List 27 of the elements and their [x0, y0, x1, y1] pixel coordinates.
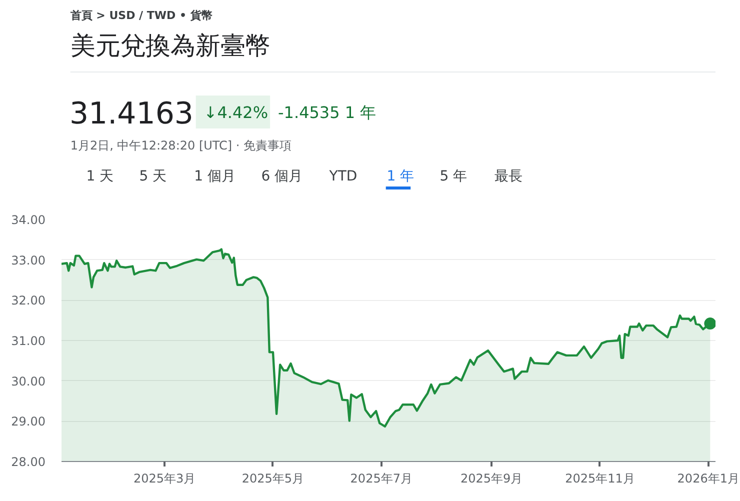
- text: YTD: [328, 168, 358, 184]
- x-tick-label: 2025年7月: [350, 472, 412, 486]
- text: 首頁 > USD / TWD • 貨幣: [69, 9, 212, 22]
- y-tick-label: 33.00: [11, 253, 46, 268]
- text: 1 天: [86, 168, 114, 184]
- chart-subtitle: 31.4163: [69, 96, 194, 132]
- text: 6 個月: [261, 168, 303, 184]
- x-tick-label: 2025年9月: [460, 472, 523, 486]
- x-tick-label: 2025年11月: [565, 472, 635, 486]
- y-tick-label: 34.00: [11, 213, 46, 227]
- chart-title: 美元兌換為新臺幣: [70, 31, 270, 60]
- text: 5 年: [440, 168, 468, 184]
- text: 1 年: [386, 168, 414, 184]
- x-tick-label: 2025年5月: [242, 472, 304, 486]
- text: ↓4.42%: [204, 103, 268, 122]
- y-tick-label: 28.00: [11, 455, 46, 469]
- x-tick-label: 2025年3月: [133, 472, 196, 486]
- text: 1月2日, 中午12:28:20 [UTC] · 免責事項: [70, 138, 292, 152]
- text: 最長: [494, 168, 523, 184]
- text: 5 天: [139, 168, 167, 184]
- y-tick-label: 32.00: [11, 294, 46, 308]
- y-tick-label: 30.00: [11, 374, 46, 388]
- y-tick-label: 31.00: [11, 334, 46, 348]
- x-tick-label: 2026年1月: [677, 472, 740, 486]
- text: -1.4535 1 年: [278, 103, 376, 122]
- text: 1 個月: [194, 168, 236, 184]
- y-tick-label: 29.00: [11, 414, 46, 429]
